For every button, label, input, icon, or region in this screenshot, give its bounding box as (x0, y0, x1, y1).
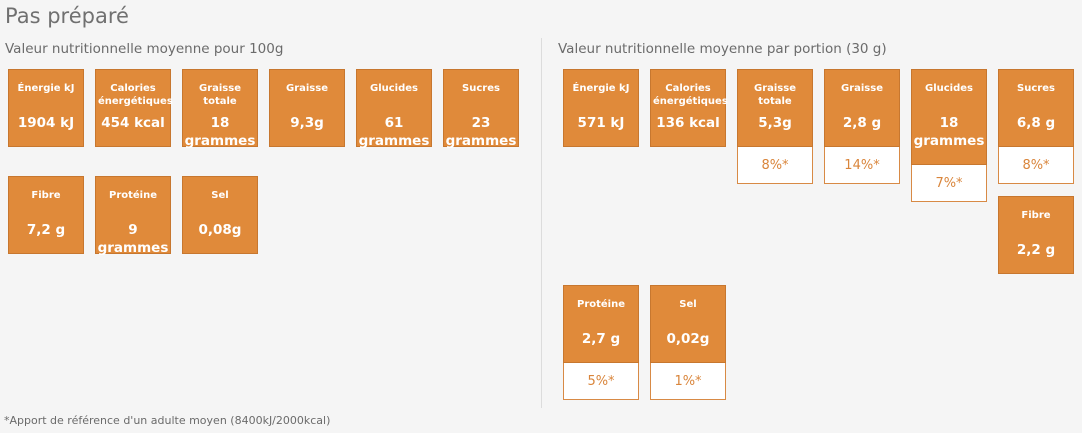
page-title: Pas préparé (5, 4, 129, 28)
nutrient-label: Fibre (31, 190, 61, 201)
portion-proteine-tile: Protéine 2,7 g (563, 285, 639, 363)
per100-sel-tile: Sel 0,08g (182, 176, 258, 254)
nutrient-label: Calories énergétiques (653, 83, 728, 107)
column-divider (541, 38, 542, 408)
nutrient-value: 2,2 g (1016, 242, 1056, 258)
nutrient-value: 23 grammes (445, 115, 517, 149)
nutrient-value: 0,02g (666, 331, 710, 347)
portion-sucres-percent: 8%* (998, 147, 1074, 184)
portion-glucides-percent: 7%* (911, 165, 987, 202)
per100-fibre-tile: Fibre 7,2 g (8, 176, 84, 254)
nutrient-value: 18 grammes (913, 115, 985, 149)
nutrient-value: 61 grammes (358, 115, 430, 149)
portion-sel-tile: Sel 0,02g (650, 285, 726, 363)
per100-proteine-tile: Protéine 9 grammes (95, 176, 171, 256)
portion-graisse-totale-tile: Graisse totale 5,3g (737, 69, 813, 147)
portion-graisse-totale-percent: 8%* (737, 147, 813, 184)
portion-graisse-tile: Graisse 2,8 g (824, 69, 900, 147)
nutrient-value: 454 kcal (101, 115, 165, 131)
nutrient-value: 7,2 g (26, 222, 66, 238)
per100-title: Valeur nutritionnelle moyenne pour 100g (5, 41, 284, 57)
per100-graisse-tile: Graisse 9,3g (269, 69, 345, 147)
portion-fibre-tile: Fibre 2,2 g (998, 196, 1074, 274)
nutrient-label: Sucres (462, 83, 500, 94)
per100-sucres-tile: Sucres 23 grammes (443, 69, 519, 149)
nutrient-label: Protéine (108, 190, 158, 201)
per100-calories-tile: Calories énergétiques 454 kcal (95, 69, 173, 147)
per100-glucides-tile: Glucides 61 grammes (356, 69, 432, 149)
nutrient-value: 9,3g (290, 115, 324, 131)
nutrient-label: Graisse totale (198, 83, 241, 107)
nutrient-value: 1904 kJ (17, 115, 75, 131)
portion-title: Valeur nutritionnelle moyenne par portio… (558, 41, 887, 57)
nutrient-label: Protéine (576, 299, 626, 310)
nutrient-value: 2,8 g (842, 115, 882, 131)
nutrient-label: Sel (211, 190, 229, 201)
portion-glucides-tile: Glucides 18 grammes (911, 69, 987, 165)
nutrient-label: Graisse (840, 83, 883, 94)
nutrient-label: Glucides (369, 83, 418, 94)
nutrient-label: Sel (679, 299, 697, 310)
nutrient-value: 6,8 g (1016, 115, 1056, 131)
nutrient-label: Graisse totale (753, 83, 796, 107)
nutrient-value: 5,3g (758, 115, 792, 131)
portion-calories-tile: Calories énergétiques 136 kcal (650, 69, 728, 147)
nutrient-value: 9 grammes (97, 222, 169, 256)
nutrient-label: Calories énergétiques (98, 83, 173, 107)
portion-sel-percent: 1%* (650, 363, 726, 400)
portion-proteine-percent: 5%* (563, 363, 639, 400)
nutrient-label: Énergie kJ (17, 83, 75, 94)
portion-graisse-percent: 14%* (824, 147, 900, 184)
footnote: *Apport de référence d'un adulte moyen (… (4, 414, 331, 427)
nutrient-value: 571 kJ (577, 115, 625, 131)
portion-sucres-tile: Sucres 6,8 g (998, 69, 1074, 147)
nutrient-label: Glucides (924, 83, 973, 94)
nutrient-value: 0,08g (198, 222, 242, 238)
per100-energie-tile: Énergie kJ 1904 kJ (8, 69, 84, 147)
nutrient-label: Énergie kJ (572, 83, 630, 94)
nutrient-label: Graisse (285, 83, 328, 94)
nutrient-value: 136 kcal (656, 115, 720, 131)
portion-energie-tile: Énergie kJ 571 kJ (563, 69, 639, 147)
per100-graisse-totale-tile: Graisse totale 18 grammes (182, 69, 258, 149)
nutrient-label: Fibre (1021, 210, 1051, 221)
nutrient-value: 2,7 g (581, 331, 621, 347)
nutrient-value: 18 grammes (184, 115, 256, 149)
nutrient-label: Sucres (1017, 83, 1055, 94)
